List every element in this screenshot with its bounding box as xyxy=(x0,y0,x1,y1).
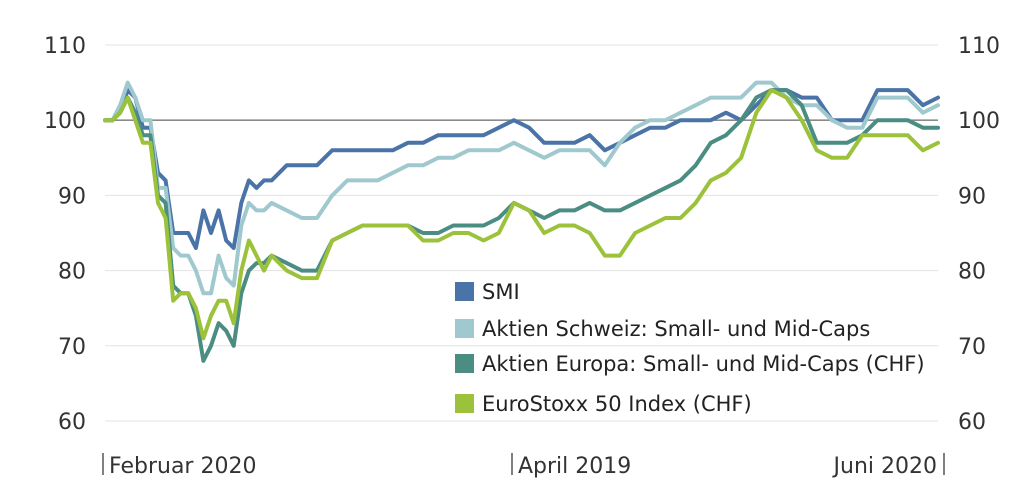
y-tick-label-left: 110 xyxy=(44,34,86,59)
y-tick-label-left: 100 xyxy=(44,109,86,134)
legend-label: Aktien Schweiz: Small- und Mid-Caps xyxy=(482,317,870,341)
legend-label: SMI xyxy=(482,280,520,304)
x-tick-label: Februar 2020 xyxy=(109,454,256,479)
y-tick-label-right: 60 xyxy=(958,410,986,435)
series-line-1 xyxy=(103,88,940,250)
legend-swatch xyxy=(455,319,474,338)
y-tick-label-left: 70 xyxy=(58,335,86,360)
y-tick-label-right: 110 xyxy=(958,34,1000,59)
y-tick-label-right: 80 xyxy=(958,260,986,285)
y-tick-label-left: 80 xyxy=(58,260,86,285)
y-tick-label-left: 60 xyxy=(58,410,86,435)
legend-swatch xyxy=(455,354,474,373)
series-layer xyxy=(103,80,940,363)
legend-swatch xyxy=(455,394,474,413)
x-tick-label: April 2019 xyxy=(518,454,631,479)
legend: SMI Aktien Schweiz: Small- und Mid-Caps Ak… xyxy=(455,280,925,416)
axis-layer: 60 60 70 70 80 80 90 90 100 100 110 110 Februar 2020… xyxy=(44,34,1000,479)
legend-label: Aktien Europa: Small- und Mid-Caps (CHF) xyxy=(482,352,925,376)
x-tick-label: Juni 2020 xyxy=(832,454,937,479)
y-tick-label-right: 100 xyxy=(958,109,1000,134)
series-line-4 xyxy=(103,88,940,341)
series-line-2 xyxy=(103,80,940,296)
legend-swatch xyxy=(455,282,474,301)
y-tick-label-right: 70 xyxy=(958,335,986,360)
y-tick-label-left: 90 xyxy=(58,184,86,209)
y-tick-label-right: 90 xyxy=(958,184,986,209)
legend-label: EuroStoxx 50 Index (CHF) xyxy=(482,392,752,416)
